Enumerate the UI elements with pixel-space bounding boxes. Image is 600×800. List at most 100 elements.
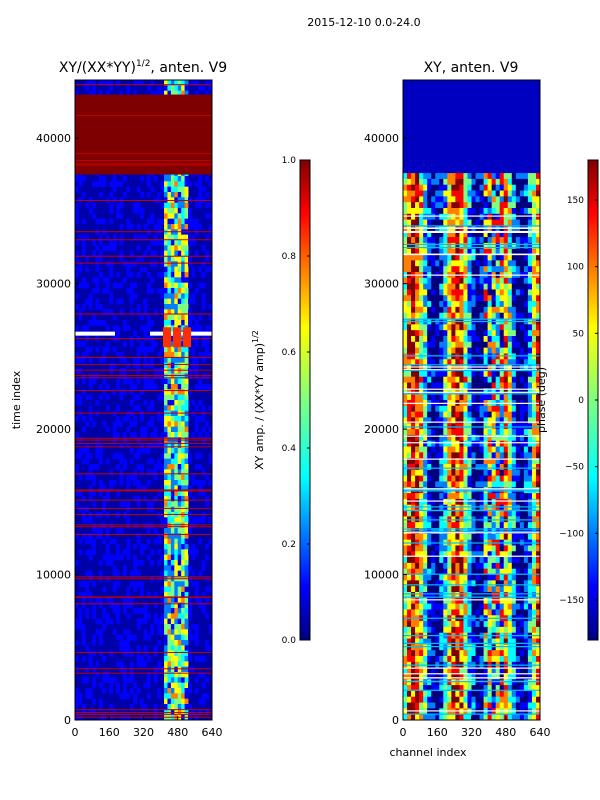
heatmap-cell: [170, 538, 175, 545]
heatmap-cell: [198, 416, 203, 422]
heatmap-cell: [527, 208, 533, 215]
heatmap-cell: [491, 359, 497, 366]
heatmap-cell: [479, 353, 484, 360]
heatmap-cell: [201, 608, 206, 614]
heatmap-cell: [119, 250, 124, 257]
heatmap-cell: [423, 330, 428, 337]
heatmap-cell: [407, 452, 412, 459]
heatmap-cell: [170, 554, 175, 561]
heatmap-cell: [184, 640, 189, 646]
heatmap-cell: [507, 266, 513, 273]
heatmap-cell: [487, 231, 493, 238]
heatmap-cell: [511, 312, 517, 319]
heatmap-cell: [511, 202, 517, 209]
heatmap-cell: [143, 704, 148, 710]
heatmap-cell: [177, 181, 182, 188]
heatmap-cell: [201, 384, 206, 390]
heatmap-cell: [174, 389, 179, 396]
heatmap-cell: [167, 549, 172, 556]
heatmap-cell: [188, 549, 192, 556]
heatmap-cell: [495, 260, 501, 267]
heatmap-line: [75, 377, 212, 379]
heatmap-cell: [133, 565, 138, 572]
heatmap-cell: [95, 442, 100, 449]
heatmap-cell: [463, 417, 468, 424]
heatmap-cell: [419, 621, 424, 628]
heatmap-cell: [407, 376, 412, 383]
heatmap-cell: [435, 493, 440, 500]
heatmap-cell: [136, 618, 141, 625]
heatmap-cell: [519, 452, 525, 459]
heatmap-cell: [177, 458, 182, 465]
heatmap-cell: [136, 208, 141, 214]
heatmap-cell: [455, 493, 460, 500]
heatmap-cell: [403, 580, 408, 587]
heatmap-cell: [431, 464, 436, 471]
heatmap-cell: [102, 245, 107, 252]
heatmap-cell: [527, 551, 533, 558]
heatmap-cell: [511, 306, 517, 314]
heatmap-cell: [198, 266, 203, 273]
heatmap-cell: [499, 370, 505, 378]
heatmap-cell: [475, 626, 480, 634]
heatmap-cell: [98, 250, 103, 257]
heatmap-cell: [174, 544, 179, 550]
heatmap-cell: [177, 656, 182, 662]
heatmap-cell: [411, 237, 416, 244]
heatmap-cell: [201, 693, 206, 700]
heatmap-cell: [479, 574, 484, 581]
heatmap-cell: [129, 677, 134, 684]
heatmap-cell: [431, 522, 436, 529]
heatmap-cell: [467, 196, 472, 203]
heatmap-cell: [471, 440, 476, 447]
heatmap-cell: [475, 242, 480, 250]
heatmap-cell: [535, 609, 540, 616]
heatmap-cell: [435, 481, 440, 488]
heatmap-cell: [140, 704, 144, 710]
heatmap-cell: [419, 190, 424, 197]
heatmap-cell: [483, 202, 489, 209]
heatmap-cell: [116, 618, 120, 625]
heatmap-cell: [495, 283, 501, 290]
heatmap-cell: [181, 208, 185, 214]
heatmap-cell: [511, 621, 517, 628]
heatmap-line: [75, 262, 212, 264]
heatmap-cell: [208, 426, 212, 433]
heatmap-cell: [451, 394, 456, 401]
heatmap-cell: [535, 312, 540, 319]
heatmap-cell: [447, 370, 452, 378]
heatmap-cell: [519, 586, 525, 593]
heatmap-cell: [523, 452, 529, 459]
heatmap-cell: [527, 580, 533, 587]
heatmap-cell: [177, 672, 182, 678]
heatmap-cell: [499, 493, 505, 500]
heatmap-cell: [431, 597, 436, 605]
heatmap-cell: [403, 283, 408, 290]
heatmap-cell: [105, 80, 110, 86]
heatmap-cell: [455, 603, 460, 610]
heatmap-cell: [88, 650, 93, 657]
heatmap-cell: [527, 475, 533, 482]
heatmap-cell: [463, 178, 468, 186]
heatmap-cell: [208, 352, 212, 358]
heatmap-cell: [487, 190, 493, 197]
heatmap-cell: [479, 173, 484, 180]
heatmap-cell: [170, 608, 175, 614]
heatmap-cell: [170, 176, 175, 182]
heatmap-cell: [475, 434, 480, 442]
heatmap-cell: [479, 597, 484, 605]
heatmap-cell: [427, 609, 432, 616]
heatmap-cell: [102, 506, 107, 513]
heatmap-cell: [515, 324, 521, 331]
heatmap-cell: [170, 357, 175, 364]
heatmap-cell: [122, 192, 127, 198]
heatmap-cell: [447, 429, 452, 436]
heatmap-cell: [174, 634, 179, 641]
heatmap-cell: [439, 592, 444, 599]
heatmap-cell: [146, 176, 151, 182]
heatmap-cell: [511, 557, 517, 564]
heatmap-cell: [184, 357, 189, 364]
heatmap-cell: [95, 528, 100, 534]
heatmap-cell: [435, 260, 440, 267]
heatmap-cell: [157, 288, 162, 294]
